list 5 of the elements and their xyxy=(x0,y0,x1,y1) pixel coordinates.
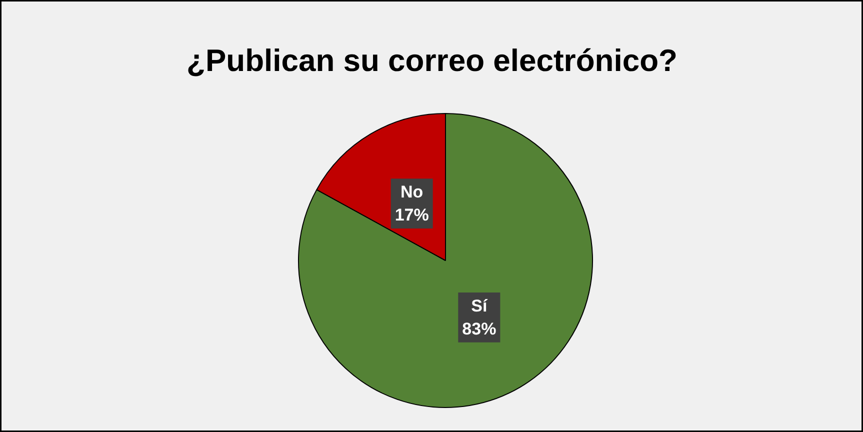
chart-title: ¿Publican su correo electrónico? xyxy=(186,43,678,78)
data-label: 17% xyxy=(394,205,429,224)
slice-label: Sí xyxy=(471,296,488,316)
slice-label: No xyxy=(400,182,424,202)
data-label: 83% xyxy=(462,319,496,338)
